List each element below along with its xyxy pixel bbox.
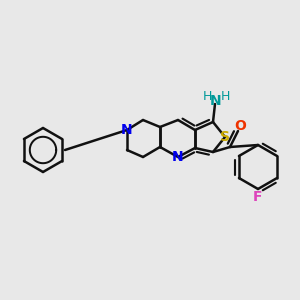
Text: O: O bbox=[234, 119, 246, 133]
Text: N: N bbox=[121, 123, 133, 137]
Text: H: H bbox=[202, 91, 212, 103]
Text: H: H bbox=[220, 91, 230, 103]
Text: S: S bbox=[220, 130, 230, 144]
Text: F: F bbox=[253, 190, 263, 204]
Text: N: N bbox=[210, 94, 222, 108]
Text: N: N bbox=[172, 150, 184, 164]
